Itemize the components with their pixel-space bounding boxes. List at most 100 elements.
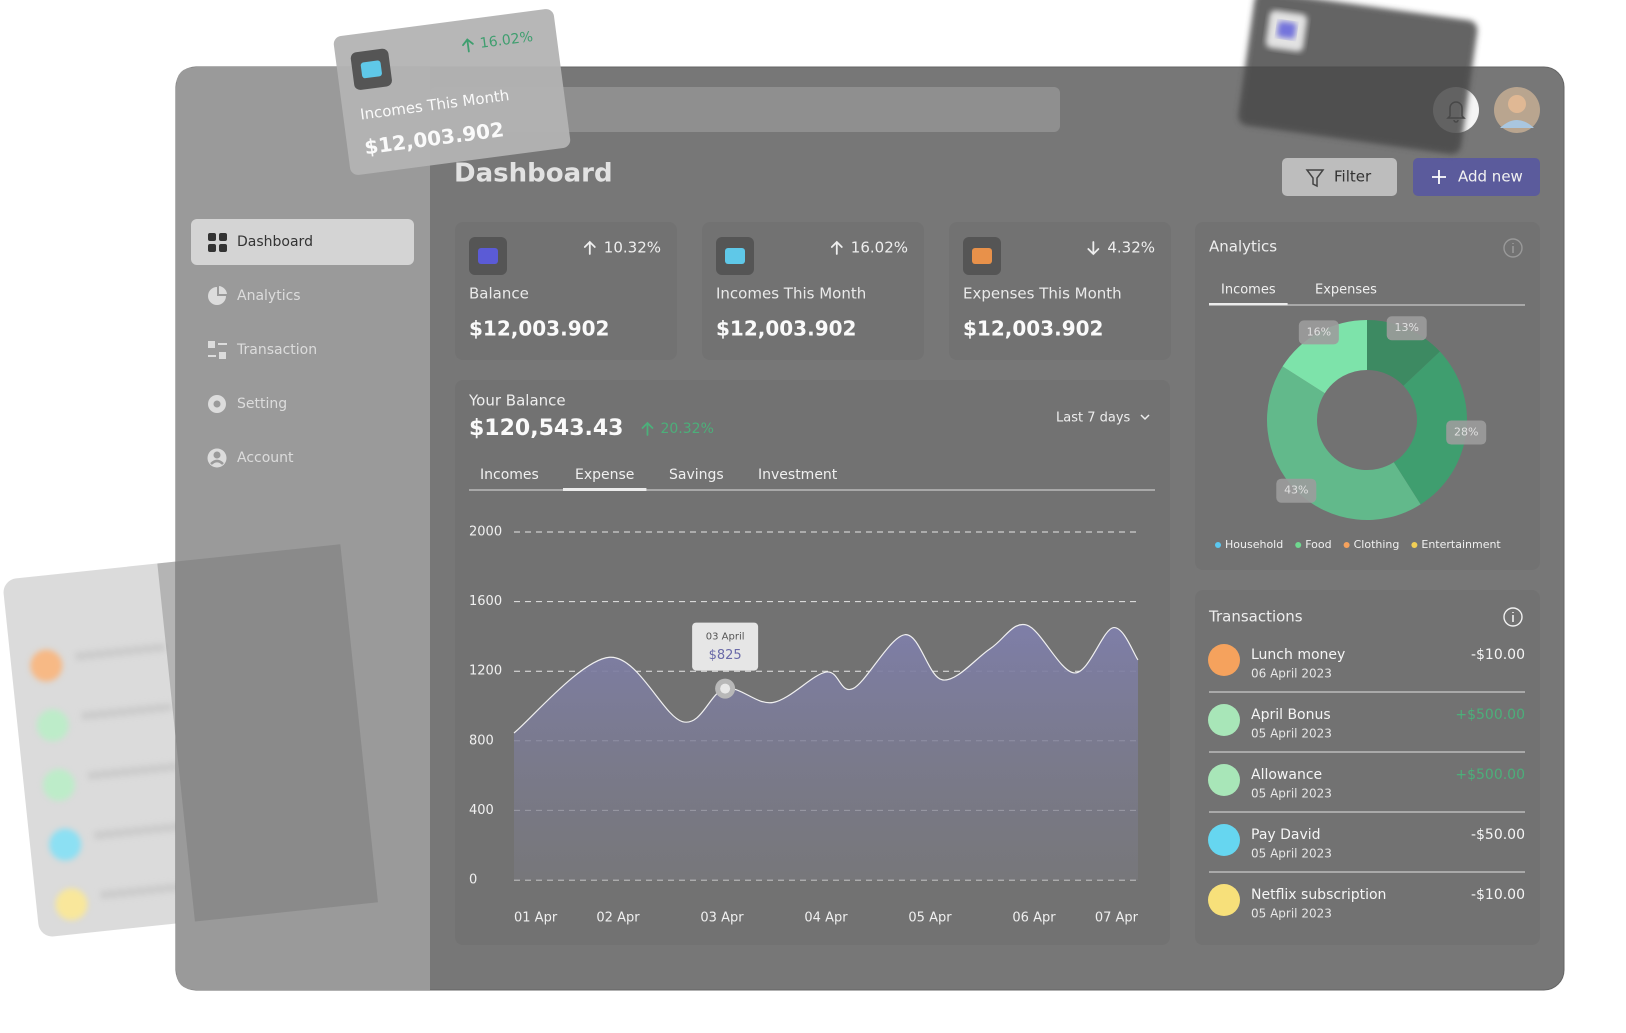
- icon-part: [219, 244, 227, 252]
- chart-tab[interactable]: Expense: [575, 467, 634, 483]
- stat-change: 16.02%: [851, 239, 908, 257]
- slice-label: 43%: [1284, 484, 1308, 497]
- tab-underline: [1209, 303, 1288, 306]
- legend-dot: [1343, 542, 1350, 548]
- chart-tab[interactable]: Incomes: [480, 467, 539, 483]
- analytics-tab[interactable]: Expenses: [1315, 283, 1377, 298]
- icon-part: [213, 400, 221, 408]
- chevron: [1140, 414, 1150, 421]
- blurred-card: [1238, 0, 1478, 155]
- transaction-amount: +$500.00: [1455, 767, 1525, 783]
- stat-label: Balance: [469, 285, 529, 303]
- transaction-icon: [1208, 884, 1240, 916]
- blurred-line: [100, 881, 191, 900]
- icon-part: [219, 352, 226, 359]
- legend-dot: [1215, 542, 1221, 548]
- transaction-name[interactable]: Pay David: [1251, 827, 1321, 843]
- transaction-name[interactable]: April Bonus: [1251, 707, 1331, 723]
- nav-icon: [208, 233, 227, 252]
- transaction-amount: -$10.00: [1471, 887, 1525, 903]
- icon-part: [210, 459, 224, 465]
- balance-title: Your Balance: [468, 392, 566, 410]
- page-title: Dashboard: [454, 159, 613, 189]
- area-fill: [514, 624, 1138, 880]
- search-bar[interactable]: [430, 87, 1060, 132]
- nav-item[interactable]: Account: [237, 450, 294, 466]
- slice-label: 28%: [1454, 426, 1478, 439]
- nav-item[interactable]: Dashboard: [237, 234, 313, 250]
- x-tick-label: 01 Apr: [514, 911, 558, 926]
- x-tick-label: 03 Apr: [700, 911, 744, 926]
- stat-change: 10.32%: [604, 239, 661, 257]
- trend-arrow: [641, 421, 654, 436]
- blurred-card-shade: [157, 544, 378, 922]
- transaction-icon: [1208, 824, 1240, 856]
- transaction-date: 05 April 2023: [1251, 847, 1332, 861]
- icon-part: [213, 451, 221, 459]
- stat-icon: [972, 248, 992, 264]
- blurred-dot: [30, 649, 63, 682]
- blurred-line: [87, 762, 179, 780]
- trend-arrow: [583, 240, 596, 255]
- stat-card: [455, 222, 677, 360]
- filter-button[interactable]: [1282, 158, 1397, 196]
- legend-dot: [1295, 542, 1302, 548]
- transaction-icon: [1208, 704, 1240, 736]
- analytics-title: Analytics: [1209, 238, 1277, 256]
- tooltip-date: 03 April: [706, 632, 745, 643]
- x-tick-label: 07 Apr: [1095, 911, 1139, 926]
- icon-part: [208, 343, 227, 357]
- icon-part: [208, 244, 216, 252]
- floating-card-bg: [333, 9, 571, 175]
- avatar-body: [1500, 120, 1534, 128]
- slice-label: 13%: [1394, 321, 1418, 334]
- analytics-tab[interactable]: Incomes: [1221, 283, 1276, 298]
- blurred-dot: [36, 709, 69, 742]
- slice-label-bg: [1446, 420, 1487, 445]
- slice-label-bg: [1386, 316, 1427, 341]
- transaction-icon: [1208, 644, 1240, 676]
- chart-tab[interactable]: Investment: [758, 467, 838, 483]
- blurred-card-overlay: [157, 544, 378, 922]
- sidebar: [176, 67, 430, 990]
- transaction-name[interactable]: Allowance: [1251, 767, 1322, 783]
- legend-label: Food: [1305, 538, 1331, 551]
- blurred-icon-inner: [1276, 21, 1297, 39]
- transaction-amount: -$50.00: [1471, 827, 1525, 843]
- filter-icon: [1305, 169, 1325, 188]
- nav-item[interactable]: Analytics: [237, 288, 301, 304]
- transactions-card: [1195, 590, 1540, 945]
- nav-item[interactable]: Setting: [237, 396, 287, 412]
- tooltip: [692, 622, 759, 671]
- stat-value: $12,003.902: [963, 317, 1103, 341]
- transaction-name[interactable]: Lunch money: [1251, 647, 1345, 663]
- chart-tab[interactable]: Savings: [669, 467, 724, 483]
- x-tick-label: 05 Apr: [908, 911, 952, 926]
- transaction-date: 05 April 2023: [1251, 787, 1332, 801]
- stat-label: Incomes This Month: [716, 285, 866, 303]
- icon-part: [219, 233, 227, 241]
- donut-slice: [1282, 320, 1367, 394]
- balance-amount: $120,543.43: [469, 416, 623, 441]
- stat-value: $12,003.902: [469, 317, 609, 341]
- x-tick-label: 02 Apr: [596, 911, 640, 926]
- nav-icon: [208, 341, 227, 359]
- nav-active: [191, 219, 414, 265]
- transaction-date: 05 April 2023: [1251, 907, 1332, 921]
- add-button[interactable]: [1413, 158, 1540, 196]
- blurred-content: [30, 643, 191, 921]
- floating-change: 16.02%: [479, 29, 534, 52]
- floating-card: 16.02%Incomes This Month$12,003.902: [333, 9, 571, 175]
- legend-label: Entertainment: [1421, 538, 1501, 551]
- transaction-name[interactable]: Netflix subscription: [1251, 887, 1386, 903]
- floating-icon: [360, 60, 382, 79]
- nav-item[interactable]: Transaction: [236, 342, 317, 358]
- slice-label: 16%: [1307, 325, 1331, 338]
- legend-label: Clothing: [1354, 538, 1400, 551]
- stat-icon: [478, 248, 498, 264]
- stat-value: $12,003.902: [716, 317, 856, 341]
- range-select[interactable]: Last 7 days: [1056, 411, 1131, 426]
- icon-part: [208, 286, 227, 305]
- y-tick-label: 2000: [469, 525, 502, 540]
- x-tick-label: 04 Apr: [804, 911, 848, 926]
